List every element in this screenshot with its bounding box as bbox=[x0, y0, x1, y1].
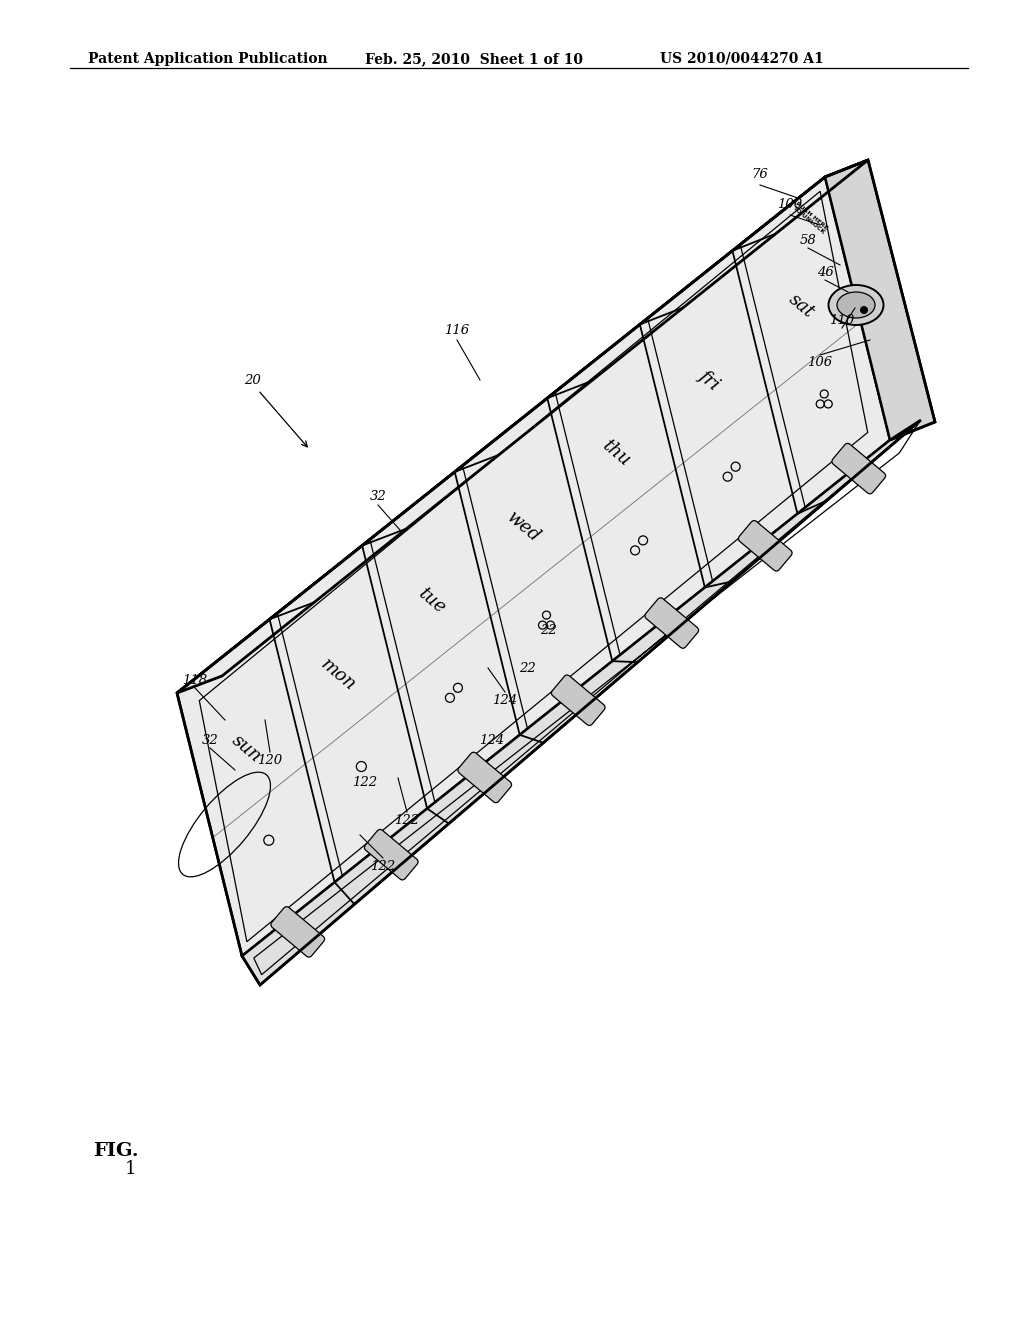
Text: 116: 116 bbox=[444, 323, 470, 337]
FancyBboxPatch shape bbox=[271, 907, 325, 957]
Text: fri: fri bbox=[695, 366, 723, 393]
Text: 100: 100 bbox=[777, 198, 803, 211]
Polygon shape bbox=[177, 177, 890, 956]
Text: 122: 122 bbox=[394, 813, 420, 826]
Text: 124: 124 bbox=[493, 693, 517, 706]
Text: Patent Application Publication: Patent Application Publication bbox=[88, 51, 328, 66]
Ellipse shape bbox=[837, 292, 874, 318]
Text: US 2010/0044270 A1: US 2010/0044270 A1 bbox=[660, 51, 823, 66]
Text: 118: 118 bbox=[182, 673, 208, 686]
Text: 20: 20 bbox=[244, 374, 260, 387]
FancyBboxPatch shape bbox=[551, 675, 605, 726]
Polygon shape bbox=[825, 160, 935, 440]
Text: wed: wed bbox=[504, 508, 544, 546]
Polygon shape bbox=[242, 420, 921, 985]
Text: 106: 106 bbox=[808, 355, 833, 368]
Text: tue: tue bbox=[414, 585, 449, 618]
Text: 32: 32 bbox=[370, 491, 386, 503]
Text: PUSH HERE
TO UNLOCK: PUSH HERE TO UNLOCK bbox=[792, 201, 829, 235]
Text: 120: 120 bbox=[257, 754, 283, 767]
FancyBboxPatch shape bbox=[365, 829, 418, 880]
Text: sat: sat bbox=[785, 290, 818, 322]
FancyBboxPatch shape bbox=[738, 520, 793, 572]
Text: 22: 22 bbox=[540, 623, 556, 636]
Text: 58: 58 bbox=[800, 234, 816, 247]
FancyBboxPatch shape bbox=[645, 598, 698, 648]
Text: 122: 122 bbox=[371, 859, 395, 873]
Text: thu: thu bbox=[599, 437, 634, 470]
Text: Feb. 25, 2010  Sheet 1 of 10: Feb. 25, 2010 Sheet 1 of 10 bbox=[365, 51, 583, 66]
Text: 1: 1 bbox=[125, 1160, 136, 1177]
FancyBboxPatch shape bbox=[458, 752, 512, 803]
Text: mon: mon bbox=[317, 655, 359, 694]
Text: sun: sun bbox=[227, 731, 264, 766]
Circle shape bbox=[860, 306, 868, 314]
Text: 22: 22 bbox=[518, 661, 536, 675]
Text: 124: 124 bbox=[479, 734, 505, 747]
FancyBboxPatch shape bbox=[831, 444, 886, 494]
Polygon shape bbox=[177, 160, 868, 693]
Ellipse shape bbox=[828, 285, 884, 325]
Text: 46: 46 bbox=[816, 265, 834, 279]
Text: 122: 122 bbox=[352, 776, 378, 789]
Text: 110: 110 bbox=[829, 314, 855, 326]
Text: 76: 76 bbox=[752, 169, 768, 181]
Text: FIG.: FIG. bbox=[93, 1142, 138, 1160]
Text: 32: 32 bbox=[202, 734, 218, 747]
